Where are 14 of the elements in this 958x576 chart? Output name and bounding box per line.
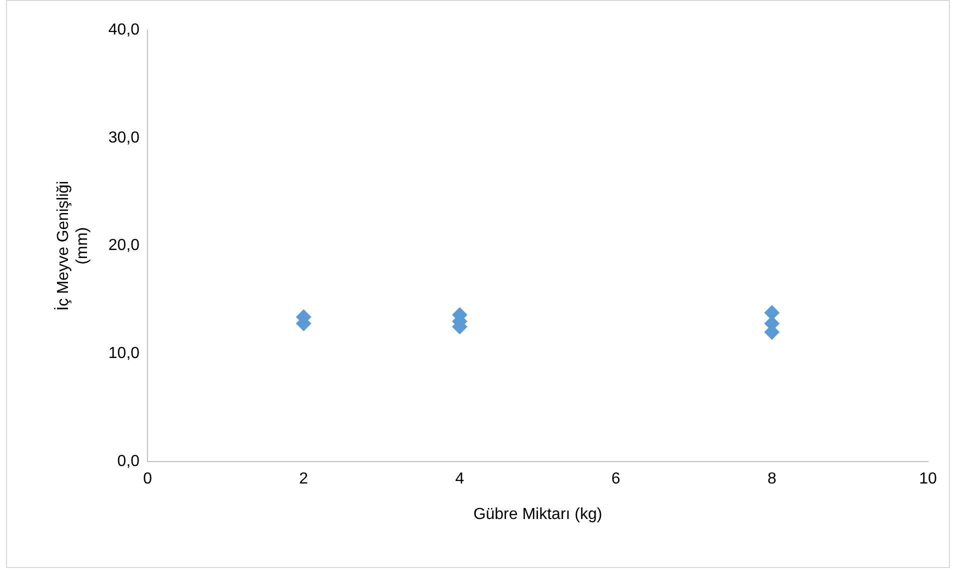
point	[764, 305, 780, 320]
x-tick-label: 0	[143, 470, 152, 488]
x-tick-label: 2	[299, 470, 308, 488]
y-tick-label: 20,0	[108, 237, 140, 254]
x-tick-label: 10	[919, 470, 937, 488]
y-axis-title: İç Meyve Genişliği (mm)	[54, 180, 92, 311]
y-tick-label: 0,0	[117, 453, 140, 470]
y-tick-label: 40,0	[108, 21, 140, 38]
y-tick-label: 30,0	[108, 129, 140, 146]
x-tick-label: 4	[455, 470, 464, 488]
x-axis-title: Gübre Miktarı (kg)	[473, 506, 602, 523]
x-tick-label: 8	[767, 470, 776, 488]
y-tick-label: 10,0	[108, 345, 140, 362]
x-tick-label: 6	[611, 470, 620, 488]
